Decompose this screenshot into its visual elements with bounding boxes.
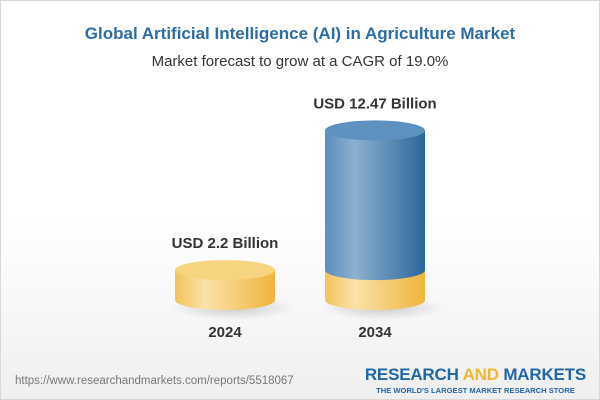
- research-and-markets-logo: RESEARCH AND MARKETS THE WORLD'S LARGEST…: [364, 365, 586, 395]
- cylinder-2034-growth-body: [325, 130, 425, 281]
- cylinder-2034-growth-top: [325, 120, 425, 141]
- chart-subtitle: Market forecast to grow at a CAGR of 19.…: [151, 53, 449, 70]
- cylinder-2024-top: [175, 260, 275, 281]
- cylinder-2034-base-body: [325, 270, 425, 310]
- data-label: USD 2.2 Billion: [172, 235, 279, 252]
- source-url[interactable]: https://www.researchandmarkets.com/repor…: [15, 375, 294, 387]
- chart-title: Global Artificial Intelligence (AI) in A…: [84, 24, 516, 43]
- cylinder-2024-body: [175, 270, 275, 310]
- category-label: 2024: [208, 324, 242, 341]
- data-label: USD 12.47 Billion: [313, 95, 436, 112]
- category-label: 2034: [358, 324, 392, 341]
